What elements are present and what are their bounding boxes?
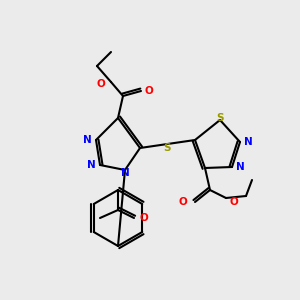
Text: N: N (83, 135, 92, 145)
Text: O: O (145, 86, 153, 96)
Text: O: O (178, 197, 187, 207)
Text: O: O (140, 213, 149, 223)
Text: S: S (164, 143, 171, 153)
Text: N: N (87, 160, 96, 170)
Text: S: S (216, 113, 224, 123)
Text: O: O (229, 197, 238, 207)
Text: O: O (96, 79, 105, 89)
Text: N: N (121, 168, 129, 178)
Text: N: N (236, 162, 245, 172)
Text: N: N (244, 137, 253, 147)
